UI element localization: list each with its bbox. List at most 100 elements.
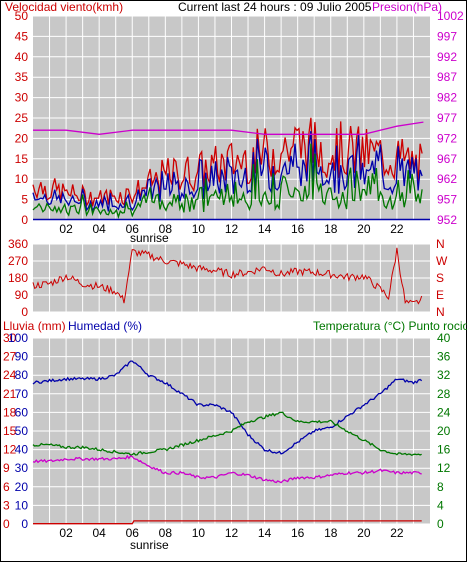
y-tick-label: 100 xyxy=(8,331,28,345)
bottom-x-axis: 02 04 06 08 10 12 14 16 18 20 22 xyxy=(59,526,404,540)
y-tick-label: 20 xyxy=(15,480,29,494)
x-tick-label: 16 xyxy=(291,222,305,236)
y-tick-label: 4 xyxy=(437,498,444,512)
y-tick-label: 70 xyxy=(15,387,29,401)
rain-axis: 0 3 6 9 12 15 18 21 24 27 30 xyxy=(3,331,17,531)
y-tick-label: 15 xyxy=(3,424,17,438)
y-tick-label: 987 xyxy=(437,70,457,84)
y-tick-label: 50 xyxy=(15,9,29,23)
y-tick-label: 8 xyxy=(437,480,444,494)
bottom-sunrise-label: sunrise xyxy=(130,538,169,552)
series-temperatura xyxy=(32,411,422,457)
x-tick-label: 08 xyxy=(159,222,173,236)
x-tick-label: 14 xyxy=(258,526,272,540)
y-tick-label: 972 xyxy=(437,131,457,145)
x-tick-label: 06 xyxy=(126,526,140,540)
x-tick-label: 16 xyxy=(291,526,305,540)
series-lluvia xyxy=(33,520,422,525)
y-tick-label: 28 xyxy=(437,387,451,401)
y-tick-label: 992 xyxy=(437,50,457,64)
y-tick-label: 60 xyxy=(15,405,29,419)
mid-panel-series xyxy=(32,247,423,305)
y-tick-label: 36 xyxy=(437,350,451,364)
y-tick-label: 20 xyxy=(437,424,451,438)
y-tick-label: W xyxy=(436,254,448,268)
top-sunrise-label: sunrise xyxy=(130,231,169,245)
series-punto-rocio xyxy=(32,454,422,484)
y-tick-label: E xyxy=(436,288,444,302)
y-tick-label: 6 xyxy=(3,480,10,494)
x-tick-label: 12 xyxy=(225,526,239,540)
x-tick-label: 04 xyxy=(92,526,106,540)
top-title-left: Velocidad viento(kmh) xyxy=(5,0,123,14)
x-tick-label: 02 xyxy=(59,222,73,236)
y-tick-label: 952 xyxy=(437,213,457,227)
y-tick-label: 50 xyxy=(15,424,29,438)
bottom-title-humidity: Humedad (%) xyxy=(68,319,142,333)
y-tick-label: 12 xyxy=(437,461,451,475)
x-tick-label: 06 xyxy=(126,222,140,236)
y-tick-label: 180 xyxy=(8,271,28,285)
top-panel-series xyxy=(32,117,430,221)
y-tick-label: 0 xyxy=(21,517,28,531)
y-tick-label: 0 xyxy=(437,517,444,531)
y-tick-label: 3 xyxy=(3,498,10,512)
x-tick-label: 22 xyxy=(390,222,404,236)
top-x-axis: 02 04 06 08 10 12 14 16 18 20 22 xyxy=(59,222,404,236)
wind-speed-min-line xyxy=(32,143,423,219)
y-tick-label: 0 xyxy=(21,213,28,227)
bottom-title-rain: Lluvia (mm) xyxy=(3,319,66,333)
y-tick-label: N xyxy=(436,305,445,319)
y-tick-label: 18 xyxy=(3,405,17,419)
x-tick-label: 04 xyxy=(92,222,106,236)
y-tick-label: 15 xyxy=(15,152,29,166)
y-tick-label: 16 xyxy=(437,443,451,457)
y-tick-label: 270 xyxy=(8,254,28,268)
y-tick-label: 20 xyxy=(15,131,29,145)
y-tick-label: 10 xyxy=(15,498,29,512)
y-tick-label: 982 xyxy=(437,91,457,105)
series-humedad xyxy=(32,360,423,455)
y-tick-label: 997 xyxy=(437,29,457,43)
y-tick-label: 40 xyxy=(15,443,29,457)
temperature-axis: 0 4 8 12 16 20 24 28 32 36 40 xyxy=(437,331,451,531)
y-tick-label: 12 xyxy=(3,443,17,457)
top-title-right: Presion(hPa) xyxy=(372,0,442,14)
y-tick-label: 9 xyxy=(3,461,10,475)
y-tick-label: 957 xyxy=(437,193,457,207)
y-tick-label: 40 xyxy=(15,50,29,64)
x-tick-label: 10 xyxy=(192,526,206,540)
x-tick-label: 10 xyxy=(192,222,206,236)
x-tick-label: 22 xyxy=(390,526,404,540)
y-tick-label: 977 xyxy=(437,111,457,125)
y-tick-label: 24 xyxy=(437,405,451,419)
y-tick-label: 360 xyxy=(8,237,28,251)
y-tick-label: 45 xyxy=(15,29,29,43)
top-title-center: Current last 24 hours : 09 Julio 2005 xyxy=(178,0,372,14)
y-tick-label: 32 xyxy=(437,368,451,382)
x-tick-label: 02 xyxy=(59,526,73,540)
y-tick-label: 24 xyxy=(3,368,17,382)
y-tick-label: 25 xyxy=(15,111,29,125)
y-tick-label: S xyxy=(436,271,444,285)
y-tick-label: 0 xyxy=(21,305,28,319)
y-tick-label: 0 xyxy=(3,517,10,531)
y-tick-label: 1002 xyxy=(437,9,464,23)
top-left-axis: 0 5 10 15 20 25 30 35 40 45 50 xyxy=(15,9,29,227)
y-tick-label: 30 xyxy=(15,91,29,105)
x-tick-label: 12 xyxy=(225,222,239,236)
wind-direction-line xyxy=(32,247,423,305)
pressure-line xyxy=(33,121,424,135)
y-tick-label: 21 xyxy=(3,387,17,401)
x-tick-label: 14 xyxy=(258,222,272,236)
humidity-axis: 0 10 20 30 40 50 60 70 80 90 100 xyxy=(8,331,28,531)
x-tick-label: 20 xyxy=(357,526,371,540)
x-tick-label: 18 xyxy=(324,222,338,236)
top-right-axis: 952 957 962 967 972 977 982 987 992 997 1002 xyxy=(437,9,464,227)
x-tick-label: 18 xyxy=(324,526,338,540)
x-tick-label: 08 xyxy=(159,526,173,540)
y-tick-label: 90 xyxy=(15,288,29,302)
y-tick-label: 967 xyxy=(437,152,457,166)
mid-left-axis: 0 90 180 270 360 xyxy=(8,237,28,319)
